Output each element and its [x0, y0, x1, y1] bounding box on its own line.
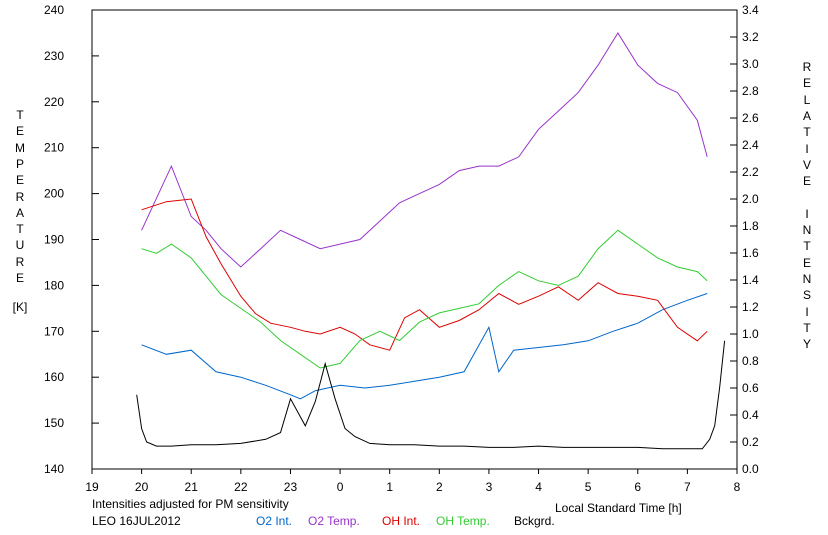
series-bckgrd-line — [136, 340, 726, 450]
x-tick-label: 1 — [386, 480, 393, 494]
right-tick-label: 0.6 — [742, 381, 759, 395]
legend-item: O2 Int. — [256, 514, 293, 528]
left-tick-label: 220 — [44, 95, 64, 109]
right-tick-label: 0.4 — [742, 408, 759, 422]
axis-label-letter: E — [802, 76, 811, 91]
x-tick-label: 4 — [535, 480, 542, 494]
right-tick-label: 0.0 — [742, 462, 759, 476]
x-axis-label: Local Standard Time [h] — [555, 501, 682, 515]
left-tick-label: 210 — [44, 141, 64, 155]
right-tick-label: 2.4 — [742, 138, 759, 152]
axis-label-letter: A — [15, 205, 24, 220]
x-tick-label: 6 — [634, 480, 641, 494]
axis-label-letter: Y — [802, 337, 811, 352]
axis-label-letter: I — [805, 304, 809, 319]
axis-label-letter: L — [803, 92, 811, 107]
right-tick-label: 1.4 — [742, 273, 759, 287]
legend-item: O2 Temp. — [308, 514, 360, 528]
plot-frame — [91, 9, 738, 470]
series-oh-temp-line — [141, 229, 708, 369]
left-tick-label: 160 — [44, 370, 64, 384]
axis-label-letter: U — [15, 238, 25, 253]
legend-item: OH Int. — [382, 514, 421, 528]
axis-label-letter: I — [805, 206, 809, 221]
series-oh-int-line — [141, 198, 708, 351]
x-tick-label: 2 — [436, 480, 443, 494]
right-tick-label: 0.8 — [742, 354, 759, 368]
series-o2-temp-line — [141, 32, 708, 268]
axis-label-letter: T — [803, 320, 811, 335]
legend-item: Bckgrd. — [514, 514, 555, 528]
left-tick-label: 150 — [44, 416, 64, 430]
right-tick-label: 2.8 — [742, 84, 759, 98]
x-tick-label: 23 — [284, 480, 298, 494]
legend-item: OH Temp. — [436, 514, 490, 528]
right-tick-label: 3.0 — [742, 57, 759, 71]
axis-label-letter: N — [802, 223, 812, 237]
axis-label-letter: T — [16, 108, 24, 122]
left-tick-label: 180 — [44, 278, 64, 292]
series-o2-int-line — [141, 293, 708, 400]
axis-label-letter: E — [802, 255, 811, 270]
axis-label-letter: M — [15, 140, 25, 155]
x-tick-label: 7 — [684, 480, 691, 494]
x-tick-label: 0 — [337, 480, 344, 494]
left-tick-label: 140 — [44, 462, 64, 476]
axis-label-letter: E — [15, 271, 24, 285]
axis-label-letter: E — [802, 174, 811, 189]
x-tick-label: 5 — [585, 480, 592, 494]
axis-label-letter: T — [16, 222, 24, 237]
axis-label-letter: E — [15, 173, 24, 188]
right-tick-label: 1.6 — [742, 246, 759, 260]
y-left-unit: [K] — [12, 300, 28, 314]
x-tick-label: 3 — [486, 480, 493, 494]
right-tick-label: 1.2 — [742, 300, 759, 314]
axis-label-letter: R — [15, 254, 25, 269]
station-date-label: LEO 16JUL2012 — [92, 514, 181, 528]
pm-sensitivity-note: Intensities adjusted for PM sensitivity — [92, 497, 289, 511]
left-tick-label: 230 — [44, 49, 64, 63]
x-tick-label: 22 — [234, 480, 248, 494]
axis-label-letter: I — [805, 141, 809, 156]
axis-label-letter: V — [802, 157, 811, 172]
axis-label-letter: T — [803, 239, 811, 254]
axis-label-letter: R — [15, 189, 25, 204]
axis-label-letter: R — [802, 60, 812, 74]
axis-label-letter: N — [802, 271, 812, 286]
axis-label-letter: T — [803, 125, 811, 140]
right-tick-label: 0.2 — [742, 435, 759, 449]
x-tick-label: 21 — [185, 480, 199, 494]
left-tick-label: 170 — [44, 324, 64, 338]
axis-label-letter: E — [15, 124, 24, 139]
axis-label-letter: S — [802, 288, 811, 303]
x-tick-label: 20 — [135, 480, 149, 494]
right-tick-label: 3.4 — [742, 3, 759, 17]
right-tick-label: 2.6 — [742, 111, 759, 125]
axis-label-letter: A — [802, 108, 811, 123]
x-tick-label: 19 — [85, 480, 99, 494]
right-tick-label: 1.0 — [742, 327, 759, 341]
right-tick-label: 3.2 — [742, 30, 759, 44]
right-tick-label: 2.2 — [742, 165, 759, 179]
left-tick-label: 200 — [44, 187, 64, 201]
left-tick-label: 240 — [44, 3, 64, 17]
right-tick-label: 1.8 — [742, 219, 759, 233]
right-tick-label: 2.0 — [742, 192, 759, 206]
x-tick-label: 8 — [734, 480, 741, 494]
axis-label-letter: P — [15, 156, 24, 171]
left-tick-label: 190 — [44, 233, 64, 247]
